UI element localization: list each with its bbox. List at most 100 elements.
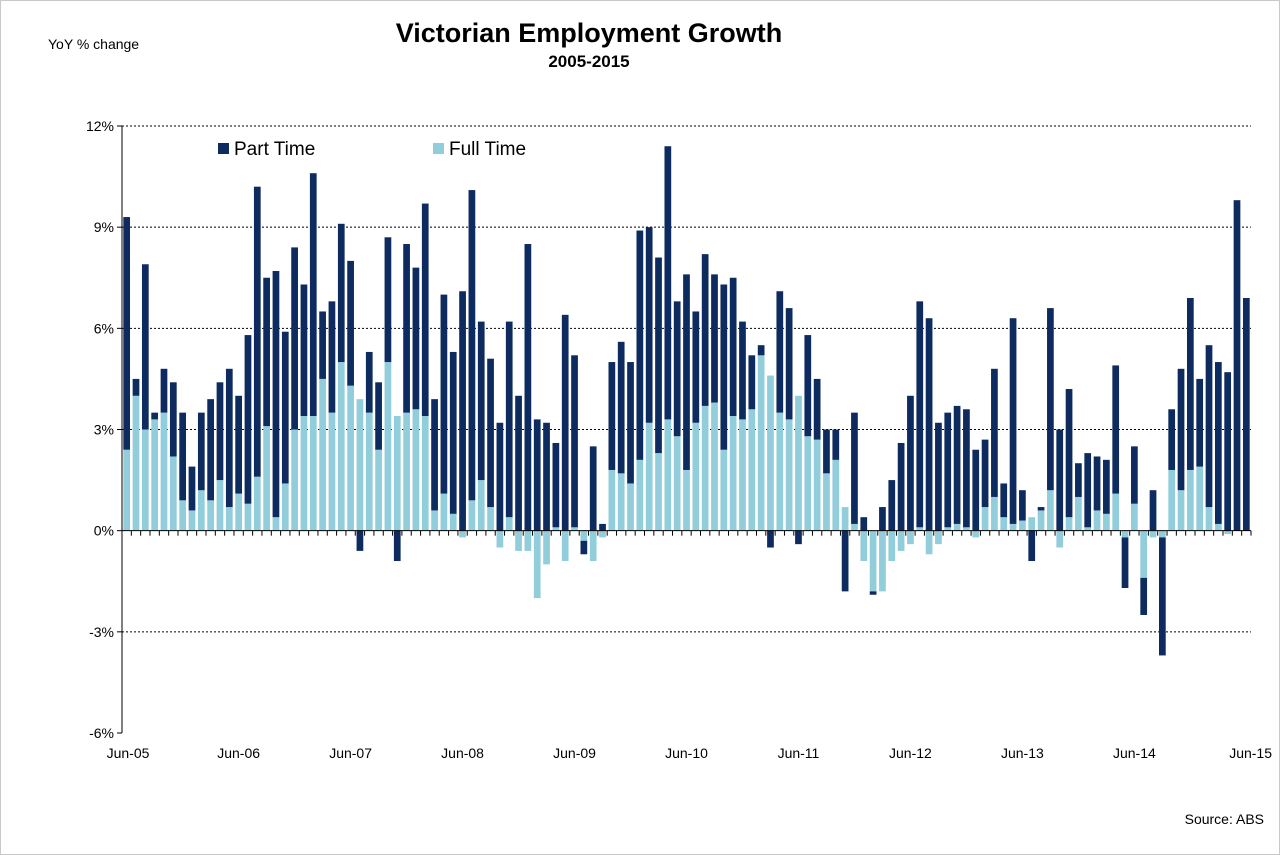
bar-part-time — [1177, 368, 1185, 491]
bar-full-time — [552, 527, 560, 531]
bar-part-time — [1047, 308, 1054, 491]
bar-part-time — [319, 311, 326, 379]
bar-part-time — [645, 227, 653, 423]
bar-full-time — [244, 503, 252, 531]
bar-full-time — [860, 530, 868, 562]
bar-part-time — [393, 530, 401, 562]
bar-part-time — [673, 301, 681, 437]
bar-full-time — [981, 507, 989, 531]
bar-full-time — [589, 530, 597, 562]
bar-part-time — [701, 254, 709, 406]
bar-full-time — [580, 530, 588, 541]
bar-part-time — [281, 331, 289, 484]
bar-full-time — [795, 395, 802, 531]
bar-full-time — [403, 412, 410, 531]
bar-full-time — [916, 527, 924, 531]
bar-part-time — [1168, 409, 1176, 470]
bar-full-time — [832, 459, 840, 531]
bar-full-time — [692, 422, 700, 531]
bar-part-time — [421, 203, 429, 417]
bars — [123, 146, 1250, 656]
bar-part-time — [347, 260, 354, 386]
bar-full-time — [505, 517, 513, 531]
bar-full-time — [776, 412, 784, 531]
bar-part-time — [1075, 463, 1082, 497]
bar-full-time — [897, 530, 905, 551]
bar-part-time — [767, 530, 774, 548]
bar-part-time — [636, 230, 644, 460]
bar-full-time — [1196, 466, 1204, 531]
bar-part-time — [412, 267, 420, 410]
bar-full-time — [608, 469, 616, 531]
x-tick-label: Jun-11 — [778, 745, 820, 761]
bar-part-time — [1103, 459, 1110, 514]
bar-part-time — [655, 257, 662, 454]
bar-full-time — [1084, 527, 1092, 531]
bar-part-time — [123, 217, 131, 450]
bar-full-time — [412, 409, 420, 531]
bar-part-time — [151, 412, 159, 420]
bar-full-time — [767, 375, 774, 531]
bar-part-time — [860, 517, 868, 531]
bar-part-time — [365, 351, 373, 413]
bar-part-time — [169, 382, 177, 457]
bar-full-time — [711, 402, 718, 531]
bar-full-time — [683, 469, 690, 531]
bar-part-time — [832, 429, 840, 460]
bar-full-time — [337, 362, 345, 531]
bar-part-time — [505, 321, 513, 518]
bar-part-time — [132, 378, 140, 396]
bar-part-time — [1093, 456, 1101, 511]
x-tick-label: Jun-13 — [1001, 745, 1044, 761]
bar-full-time — [841, 507, 849, 531]
legend-swatch-full-time — [433, 143, 444, 154]
bar-part-time — [356, 530, 364, 551]
bar-full-time — [972, 530, 980, 538]
bar-part-time — [571, 355, 578, 528]
bar-part-time — [813, 378, 821, 440]
bar-part-time — [543, 422, 550, 531]
x-tick-label: Jun-05 — [107, 745, 150, 761]
bar-part-time — [459, 291, 466, 531]
bar-full-time — [851, 523, 858, 531]
bar-full-time — [953, 523, 961, 531]
bar-part-time — [1009, 318, 1017, 524]
x-tick-label: Jun-10 — [665, 745, 708, 761]
bar-part-time — [841, 530, 849, 592]
bar-part-time — [141, 264, 149, 430]
bar-full-time — [468, 500, 476, 531]
bar-full-time — [1112, 493, 1120, 531]
bar-full-time — [328, 412, 336, 531]
legend: Part Time Full Time — [218, 139, 526, 160]
bar-part-time — [1196, 378, 1204, 467]
bar-part-time — [207, 399, 214, 501]
bar-part-time — [188, 466, 196, 511]
bar-part-time — [515, 395, 522, 531]
x-tick-label: Jun-08 — [441, 745, 484, 761]
bar-part-time — [897, 442, 905, 531]
bar-full-time — [655, 453, 662, 531]
y-tick-label: 12% — [86, 118, 114, 134]
bar-part-time — [795, 530, 802, 545]
bar-full-time — [160, 412, 168, 531]
bar-full-time — [459, 530, 466, 538]
bar-part-time — [487, 358, 494, 508]
bar-full-time — [533, 530, 541, 599]
bar-full-time — [225, 507, 233, 531]
source-note: Source: ABS — [1185, 811, 1264, 827]
bar-part-time — [468, 190, 476, 501]
bar-part-time — [823, 429, 830, 474]
bar-part-time — [403, 244, 410, 413]
axes: -6% -3% 0% 3% 6% 9% 12% Jun-05 Jun-06 Jun-07 Jun-0… — [86, 118, 1272, 761]
bar-part-time — [916, 301, 924, 528]
bar-full-time — [281, 483, 289, 531]
bar-part-time — [440, 294, 448, 494]
bar-full-time — [393, 416, 401, 531]
bar-part-time — [608, 362, 616, 470]
bar-part-time — [1121, 537, 1129, 588]
bar-full-time — [1075, 496, 1082, 531]
bar-full-time — [291, 429, 298, 531]
bar-part-time — [160, 368, 168, 413]
bar-full-time — [1056, 530, 1064, 548]
bar-part-time — [1037, 507, 1045, 511]
